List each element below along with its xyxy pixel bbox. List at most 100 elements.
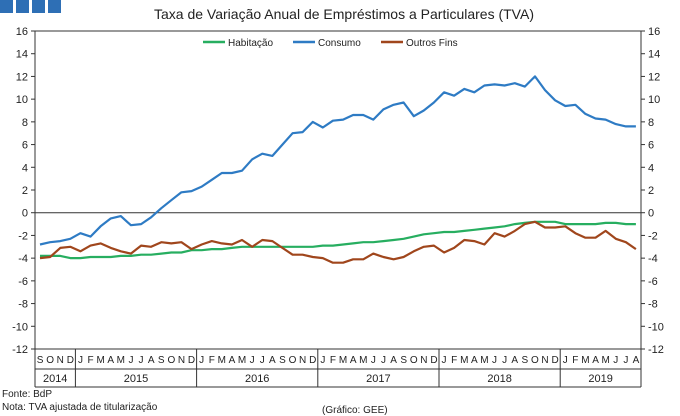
month-tick-label: A: [592, 355, 599, 366]
month-tick-label: J: [78, 355, 83, 366]
header-square-3: [32, 0, 45, 13]
month-tick-label: N: [57, 355, 64, 366]
month-tick-label: A: [269, 355, 276, 366]
y-tick-label-right: -8: [648, 299, 658, 311]
series-line-outros-fins: [39, 220, 637, 264]
month-tick-label: J: [492, 355, 497, 366]
month-tick-label: F: [572, 355, 578, 366]
month-tick-label: J: [199, 355, 204, 366]
y-tick-label-left: 14: [16, 49, 28, 61]
month-tick-label: M: [581, 355, 589, 366]
legend-label: Consumo: [318, 38, 361, 49]
month-tick-label: M: [359, 355, 367, 366]
y-tick-label-right: -4: [648, 253, 658, 265]
month-tick-label: S: [279, 355, 286, 366]
y-tick-label-right: 4: [648, 162, 654, 174]
month-tick-label: A: [511, 355, 518, 366]
month-tick-label: O: [289, 355, 297, 366]
axes: -12 -12 -10 -10 -8 -8 -6 -6 -4 -4 -2 -2 0 0 2 2 4 4 6 6 8 8 10…: [12, 26, 664, 356]
series-line-consumo: [39, 75, 636, 246]
header-square-1: [0, 0, 13, 13]
month-tick-label: F: [451, 355, 457, 366]
y-tick-label-left: -4: [18, 253, 28, 265]
y-tick-label-right: -12: [648, 344, 664, 356]
y-tick-label-left: -8: [18, 299, 28, 311]
year-label: 2019: [588, 373, 612, 385]
month-tick-label: J: [381, 355, 386, 366]
month-tick-label: S: [400, 355, 407, 366]
month-tick-label: M: [96, 355, 104, 366]
header-squares: [0, 0, 61, 13]
month-tick-label: F: [330, 355, 336, 366]
month-tick-label: J: [502, 355, 507, 366]
legend-label: Habitação: [228, 38, 273, 49]
month-tick-label: J: [613, 355, 618, 366]
footer-credit: (Gráfico: GEE): [322, 405, 388, 416]
month-tick-label: M: [218, 355, 226, 366]
month-tick-label: N: [178, 355, 185, 366]
month-tick-label: A: [471, 355, 478, 366]
header-square-4: [48, 0, 61, 13]
y-tick-label-left: -2: [18, 230, 28, 242]
y-tick-label-left: 4: [22, 162, 28, 174]
y-tick-label-right: 0: [648, 208, 654, 220]
month-tick-label: A: [107, 355, 114, 366]
month-tick-label: A: [350, 355, 357, 366]
month-tick-label: D: [67, 355, 74, 366]
y-tick-label-left: -12: [12, 344, 28, 356]
month-tick-label: J: [320, 355, 325, 366]
month-tick-label: J: [563, 355, 568, 366]
month-tick-label: M: [460, 355, 468, 366]
month-tick-label: N: [541, 355, 548, 366]
y-tick-label-right: 12: [648, 71, 660, 83]
month-tick-label: J: [250, 355, 255, 366]
y-tick-label-right: 6: [648, 140, 654, 152]
month-tick-label: S: [37, 355, 44, 366]
y-tick-label-right: 2: [648, 185, 654, 197]
month-tick-label: S: [158, 355, 165, 366]
y-tick-label-right: -2: [648, 230, 658, 242]
month-tick-label: D: [309, 355, 316, 366]
year-label: 2014: [43, 373, 67, 385]
y-tick-label-left: 16: [16, 26, 28, 38]
y-tick-label-right: 16: [648, 26, 660, 38]
month-tick-label: N: [299, 355, 306, 366]
year-label: 2018: [487, 373, 511, 385]
year-label: 2016: [245, 373, 269, 385]
month-tick-label: D: [430, 355, 437, 366]
y-tick-label-right: -6: [648, 276, 658, 288]
legend: Habitação Consumo Outros Fins: [203, 38, 458, 49]
month-tick-label: J: [139, 355, 144, 366]
y-tick-label-left: -10: [12, 321, 28, 333]
month-tick-label: J: [128, 355, 133, 366]
y-tick-label-left: 10: [16, 94, 28, 106]
month-tick-label: F: [209, 355, 215, 366]
footer-note: Nota: TVA ajustada de titularização: [2, 402, 158, 413]
month-tick-label: A: [390, 355, 397, 366]
series-lines: [39, 75, 637, 264]
month-tick-label: A: [229, 355, 236, 366]
y-tick-label-right: 10: [648, 94, 660, 106]
y-tick-label-left: 8: [22, 117, 28, 129]
month-tick-label: M: [238, 355, 246, 366]
month-tick-label: M: [480, 355, 488, 366]
month-tick-label: A: [148, 355, 155, 366]
month-tick-label: O: [46, 355, 54, 366]
year-label: 2015: [124, 373, 148, 385]
y-tick-label-left: 2: [22, 185, 28, 197]
month-tick-label: S: [522, 355, 529, 366]
month-tick-label: J: [623, 355, 628, 366]
header-square-2: [16, 0, 29, 13]
month-tick-label: O: [531, 355, 539, 366]
month-tick-label: M: [117, 355, 125, 366]
footer-source: Fonte: BdP: [2, 389, 52, 400]
y-tick-label-right: -10: [648, 321, 664, 333]
y-tick-label-right: 14: [648, 49, 660, 61]
month-tick-label: J: [442, 355, 447, 366]
plot-frame: [34, 30, 642, 350]
month-tick-label: O: [410, 355, 418, 366]
chart-title: Taxa de Variação Anual de Empréstimos a …: [154, 6, 534, 22]
month-tick-label: J: [260, 355, 265, 366]
